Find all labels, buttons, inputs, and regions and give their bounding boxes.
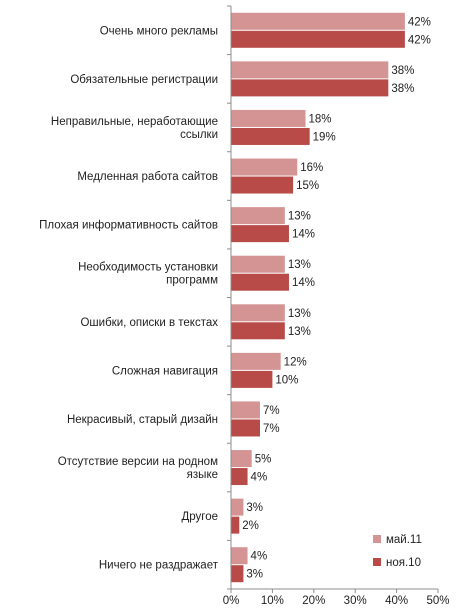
bar-may11: [231, 450, 252, 468]
category-label: Медленная работа сайтов: [77, 171, 218, 183]
data-label: 13%: [288, 326, 311, 338]
legend-label: ноя.10: [386, 557, 421, 569]
bar-nov10: [231, 79, 389, 97]
category-label-line: языке: [187, 469, 218, 481]
bar-may11: [231, 352, 281, 370]
bar-nov10: [231, 516, 240, 534]
category-label: Необходимость установки программ: [78, 262, 218, 287]
bar-may11: [231, 401, 260, 419]
data-label: 2%: [242, 520, 259, 532]
data-label: 7%: [263, 423, 280, 435]
data-label: 5%: [255, 454, 272, 466]
bar-nov10: [231, 30, 405, 48]
category-label-line: Неправильные, неработающие: [51, 116, 218, 128]
bar-nov10: [231, 370, 273, 388]
bar-may11: [231, 158, 298, 176]
data-label: 19%: [313, 131, 336, 143]
category-label: Некрасивый, старый дизайн: [67, 414, 218, 426]
bar-nov10: [231, 225, 289, 243]
x-tick-label: 20%: [302, 595, 325, 607]
category-label: Плохая информативность сайтов: [39, 220, 218, 232]
bar-may11: [231, 12, 405, 30]
category-label: Отсутствие версии на родном языке: [58, 456, 218, 481]
bar-nov10: [231, 176, 294, 194]
bar-nov10: [231, 419, 260, 437]
bar-may11: [231, 61, 389, 79]
data-label: 14%: [292, 277, 315, 289]
data-label: 12%: [284, 356, 307, 368]
bar-may11: [231, 255, 285, 273]
category-label: Сложная навигация: [112, 365, 218, 377]
x-tick-label: 30%: [344, 595, 367, 607]
category-label: Очень много рекламы: [100, 25, 218, 37]
bar-nov10: [231, 322, 285, 340]
data-label: 16%: [300, 162, 323, 174]
data-label: 13%: [288, 259, 311, 271]
data-label: 14%: [292, 229, 315, 241]
data-label: 13%: [288, 211, 311, 223]
data-label: 3%: [246, 569, 263, 581]
x-tick-label: 40%: [385, 595, 408, 607]
category-label-line: Необходимость установки: [78, 262, 218, 274]
data-label: 7%: [263, 405, 280, 417]
category-label-line: Отсутствие версии на родном: [58, 456, 218, 468]
x-tick-label: 50%: [426, 595, 449, 607]
data-label: 15%: [296, 180, 319, 192]
legend-swatch: [373, 558, 381, 566]
bar-may11: [231, 109, 306, 127]
data-label: 18%: [309, 113, 332, 125]
bar-nov10: [231, 468, 248, 486]
bar-may11: [231, 498, 244, 516]
legend-swatch: [373, 535, 381, 543]
x-tick-label: 10%: [261, 595, 284, 607]
bar-nov10: [231, 127, 310, 145]
legend-label: май.11: [386, 534, 422, 546]
data-label: 3%: [246, 502, 263, 514]
data-label: 13%: [288, 308, 311, 320]
category-label-line: ссылки: [180, 129, 218, 141]
category-label: Ошибки, описки в текстах: [80, 317, 218, 329]
bar-may11: [231, 547, 248, 565]
data-label: 4%: [251, 551, 268, 563]
category-label: Неправильные, неработающие ссылки: [51, 116, 218, 141]
category-label: Обязательные регистрации: [70, 74, 218, 86]
category-label-line: программ: [166, 275, 218, 287]
x-tick-label: 0%: [223, 595, 240, 607]
data-label: 42%: [408, 34, 431, 46]
category-label: Другое: [181, 511, 218, 523]
bar-may11: [231, 207, 285, 225]
bar-nov10: [231, 273, 289, 291]
data-label: 38%: [391, 83, 414, 95]
data-label: 10%: [275, 374, 298, 386]
data-label: 4%: [251, 472, 268, 484]
category-label: Ничего не раздражает: [99, 560, 219, 572]
bar-nov10: [231, 565, 244, 583]
bar-may11: [231, 304, 285, 322]
data-label: 42%: [408, 16, 431, 28]
data-label: 38%: [391, 65, 414, 77]
